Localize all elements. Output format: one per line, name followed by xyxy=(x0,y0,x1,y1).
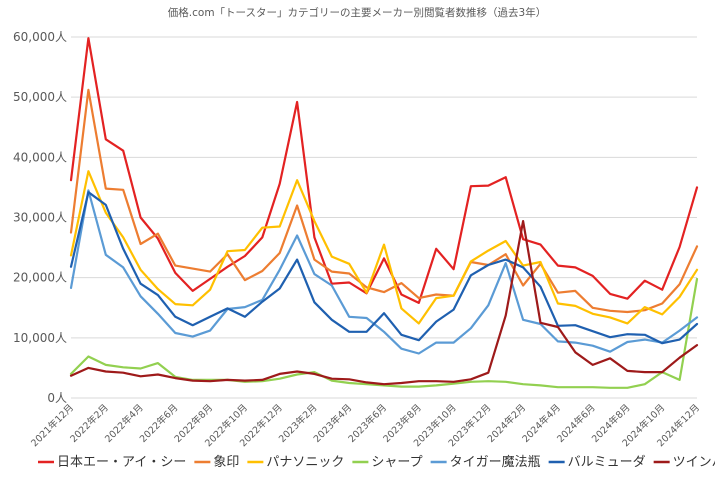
legend-label: バルミューダ xyxy=(568,455,646,470)
chart-title: 価格.com「トースター」カテゴリーの主要メーカー別閲覧者数推移（過去3年） xyxy=(168,6,546,19)
legend-item-4: シャープ xyxy=(352,455,423,470)
series-line-6 xyxy=(69,191,699,345)
legend-item-3: パナソニック xyxy=(247,455,344,470)
legend-item-7: ツインバード xyxy=(653,455,715,470)
series-line-2 xyxy=(69,88,699,314)
legend-item-5: タイガー魔法瓶 xyxy=(430,455,541,470)
y-tick-label: 0人 xyxy=(47,391,67,405)
y-axis-tick-labels: 0人 10,000人 20,000人 30,000人 40,000人 50,000人 60,… xyxy=(13,30,67,405)
y-tick-label: 40,000人 xyxy=(13,150,67,164)
y-tick-label: 60,000人 xyxy=(13,30,67,44)
gridlines xyxy=(71,36,697,399)
series-line-5 xyxy=(69,189,699,355)
y-tick-label: 10,000人 xyxy=(13,331,67,345)
legend-label: シャープ xyxy=(371,455,422,470)
legend-label: 日本エー・アイ・シー xyxy=(57,455,186,470)
series-lines xyxy=(69,37,699,389)
y-tick-label: 20,000人 xyxy=(13,271,67,285)
legend-item-6: バルミューダ xyxy=(548,455,646,470)
legend-item-2: 象印 xyxy=(194,455,239,470)
x-axis-tick-labels: 2021年12月2022年2月2022年4月2022年6月2022年8月2022… xyxy=(29,402,703,450)
series-line-3 xyxy=(69,170,699,325)
legend-label: パナソニック xyxy=(266,455,344,470)
legend-label: タイガー魔法瓶 xyxy=(450,455,541,470)
legend: 日本エー・アイ・シー 象印 パナソニック シャープ タイガー魔法瓶 バルミューダ ツインバー… xyxy=(38,455,715,470)
series-line-1 xyxy=(69,37,699,304)
series-line-7 xyxy=(69,220,699,386)
series-line-4 xyxy=(69,277,699,389)
legend-label: 象印 xyxy=(213,455,239,470)
legend-label: ツインバード xyxy=(673,455,715,470)
legend-item-1: 日本エー・アイ・シー xyxy=(38,455,186,470)
x-tick-label: 2021年12月 xyxy=(29,402,77,450)
y-tick-label: 50,000人 xyxy=(13,90,67,104)
y-tick-label: 30,000人 xyxy=(13,211,67,225)
